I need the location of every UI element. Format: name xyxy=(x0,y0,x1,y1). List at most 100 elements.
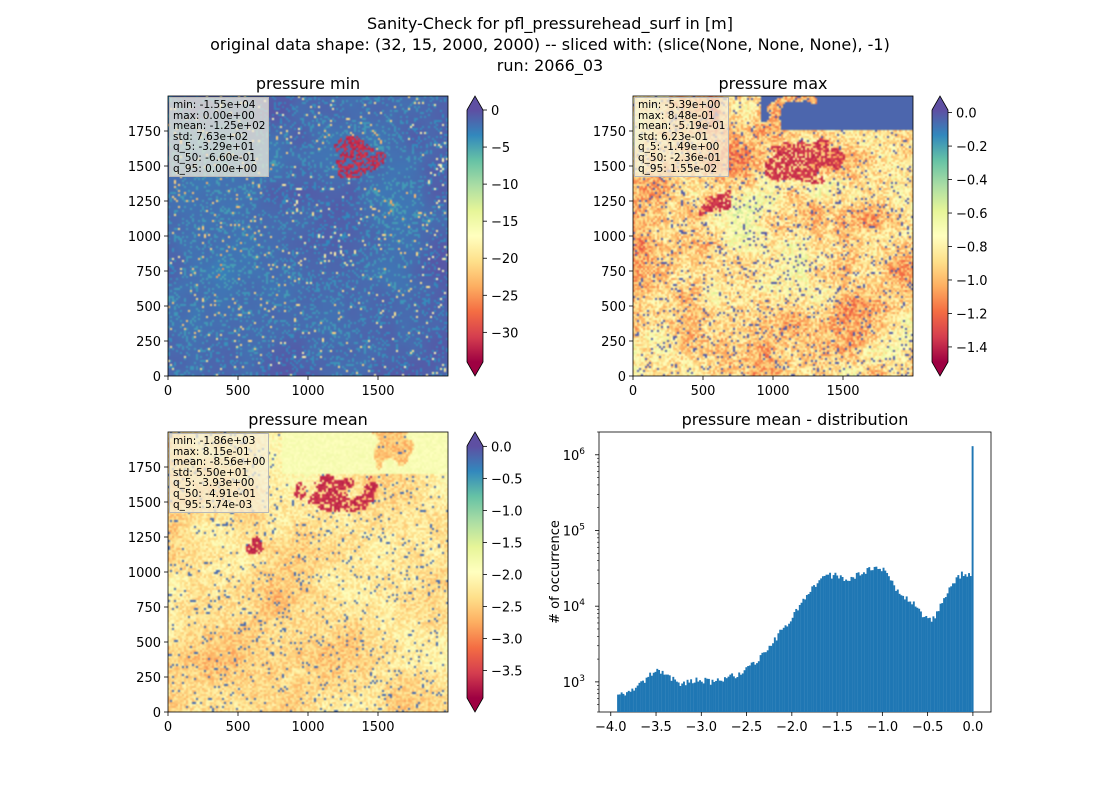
histogram-bar xyxy=(800,602,803,712)
histogram-bar xyxy=(709,684,712,712)
y-tick-label: 1500 xyxy=(128,160,161,175)
histogram-bar xyxy=(627,690,630,712)
histogram-title: pressure mean - distribution xyxy=(682,410,909,429)
histogram-bar xyxy=(743,670,746,712)
stats-line: std: 5.50e+01 xyxy=(173,466,249,479)
histogram-bar xyxy=(862,572,865,712)
histogram-bar xyxy=(882,567,885,712)
histogram-bar xyxy=(700,681,703,712)
stats-line: std: 7.63e+02 xyxy=(173,130,249,143)
histogram-bar xyxy=(889,580,892,712)
histogram-bar xyxy=(793,612,796,712)
histogram-bar xyxy=(734,678,737,712)
histogram-bar xyxy=(690,679,693,712)
y-tick-label: 0 xyxy=(618,370,626,385)
histogram-bar xyxy=(642,680,644,712)
histogram-bar xyxy=(695,677,698,712)
histogram-bar xyxy=(634,687,637,712)
stats-box-0: min: -1.55e+04 max: 0.00e+00 mean: -1.25e+… xyxy=(169,97,270,178)
histogram-bar xyxy=(640,681,643,712)
histogram-bar xyxy=(946,593,949,712)
histogram-bar xyxy=(633,690,636,712)
histogram-bar xyxy=(711,679,714,712)
colorbar-tick-label-1: 0.0 xyxy=(956,107,977,122)
histogram-bar xyxy=(763,652,766,712)
colorbar-tick-label-2: −3.0 xyxy=(491,632,523,647)
colorbar-frame-0 xyxy=(466,95,484,377)
figure-title-line-1: Sanity-Check for pfl_pressurehead_surf i… xyxy=(367,14,733,33)
histogram-bar xyxy=(704,677,707,712)
histogram-x-tick-label: −1.5 xyxy=(821,720,853,735)
histogram-bar xyxy=(912,601,915,712)
x-tick-label: 0 xyxy=(629,384,637,399)
histogram-bar xyxy=(750,662,753,712)
histogram-bar xyxy=(880,571,883,712)
histogram-bar xyxy=(834,572,837,712)
y-tick-label: 250 xyxy=(136,671,161,686)
histogram-bar xyxy=(950,586,953,712)
histogram-bar xyxy=(770,645,773,712)
y-tick-label: 0 xyxy=(153,370,161,385)
histogram-bar xyxy=(718,680,721,712)
stats-line: q_95: 0.00e+00 xyxy=(173,162,258,175)
histogram-bar xyxy=(930,621,933,712)
histogram-bar xyxy=(903,599,906,712)
histogram-bar xyxy=(914,606,917,712)
histogram-bar xyxy=(877,569,880,712)
histogram-bar xyxy=(645,677,648,712)
histogram-bar xyxy=(626,692,628,712)
y-tick-label: 500 xyxy=(136,300,161,315)
histogram-bar xyxy=(748,665,751,712)
y-tick-label: 750 xyxy=(136,601,161,616)
histogram-bar xyxy=(656,668,659,712)
histogram-bar xyxy=(891,580,894,712)
stats-line: q_95: 1.55e-02 xyxy=(638,162,718,175)
histogram-bar xyxy=(852,577,855,712)
histogram-y-tick-label: 105 xyxy=(563,522,585,539)
colorbar-tick-label-2: −0.5 xyxy=(491,472,523,487)
histogram-bar xyxy=(636,685,639,712)
colorbar-tick-label-2: −2.5 xyxy=(491,600,523,615)
histogram-bar xyxy=(964,574,967,712)
colorbar-1 xyxy=(932,110,948,362)
stats-line: min: -1.86e+03 xyxy=(173,435,256,447)
histogram-y-tick-label: 106 xyxy=(563,447,586,464)
histogram-bar xyxy=(814,586,817,712)
y-tick-label: 1250 xyxy=(128,531,161,546)
y-tick-label: 1000 xyxy=(128,566,161,581)
x-tick-label: 1500 xyxy=(826,384,859,399)
colorbar-tick-label-1: −1.0 xyxy=(956,274,988,289)
histogram-bar xyxy=(732,676,735,712)
stats-line: mean: -1.25e+02 xyxy=(173,120,266,133)
stats-line: min: -5.39e+00 xyxy=(638,99,721,111)
histogram-bar xyxy=(905,596,908,712)
stats-line: q_50: -6.60e-01 xyxy=(173,151,256,164)
histogram-y-tick-label: 103 xyxy=(563,674,585,691)
x-tick-label: 0 xyxy=(164,720,172,735)
colorbar-tick-label-0: −10 xyxy=(491,178,518,193)
histogram-bar xyxy=(686,679,689,712)
colorbar-tick-label-2: −1.5 xyxy=(491,536,523,551)
histogram-bar xyxy=(702,683,705,712)
histogram-bar xyxy=(907,601,910,712)
y-tick-label: 1250 xyxy=(593,195,626,210)
histogram-bar xyxy=(775,640,778,712)
histogram-bar xyxy=(654,671,657,712)
histogram-bar xyxy=(855,572,858,712)
histogram-bar xyxy=(797,610,799,712)
y-tick-label: 1000 xyxy=(593,230,626,245)
histogram-bar xyxy=(683,681,685,712)
histogram-bar xyxy=(805,595,808,712)
stats-line: min: -1.55e+04 xyxy=(173,99,256,111)
histogram-bar xyxy=(932,616,935,712)
histogram-bar xyxy=(939,603,942,712)
y-tick-label: 1250 xyxy=(128,195,161,210)
histogram-bar xyxy=(861,574,864,712)
x-tick-label: 0 xyxy=(164,384,172,399)
histogram-bar xyxy=(923,616,926,712)
histogram-bar xyxy=(781,629,783,712)
histogram-bar xyxy=(919,611,922,712)
histogram-bar xyxy=(661,670,664,712)
histogram-bar xyxy=(699,680,701,712)
stats-box-2: min: -1.86e+03 max: 8.15e-01 mean: -8.56e+… xyxy=(169,433,270,514)
